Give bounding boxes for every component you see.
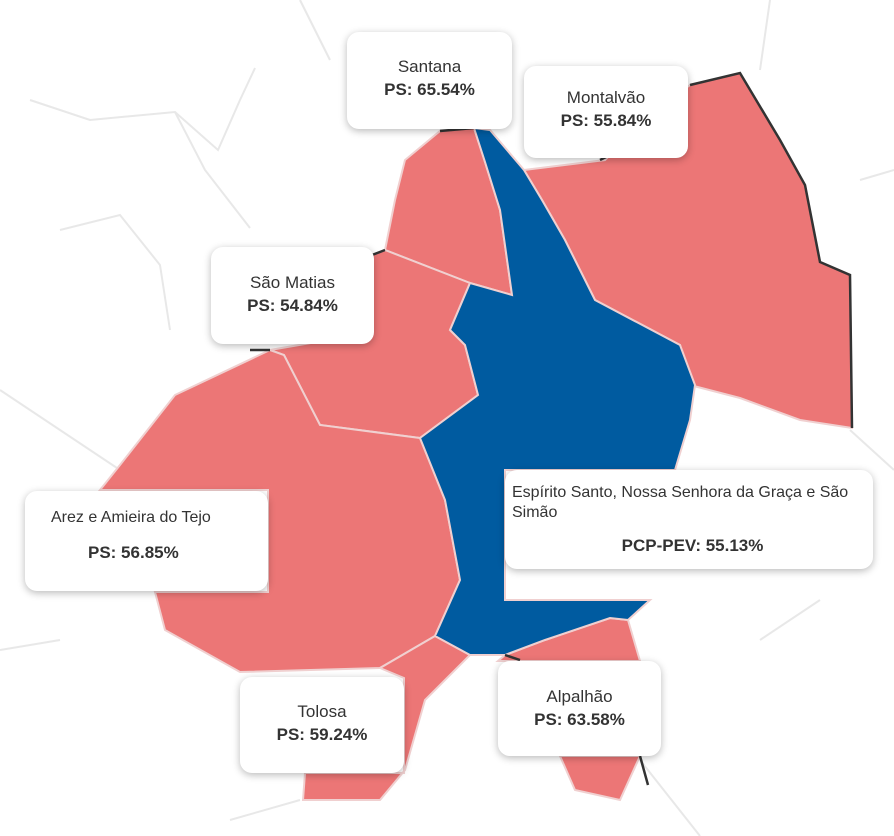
parish-name: Montalvão — [566, 88, 646, 107]
region-espirito[interactable] — [418, 126, 697, 656]
region-arez[interactable] — [97, 348, 462, 674]
parish-result: PS: 56.85% — [88, 543, 179, 562]
parish-result: PS: 55.84% — [560, 111, 652, 130]
parish-name: Alpalhão — [546, 687, 613, 706]
label-montalvao: Montalvão PS: 55.84% — [524, 66, 688, 158]
parish-name: Santana — [397, 57, 462, 76]
parish-name: Tolosa — [297, 702, 347, 721]
parish-result: PCP-PEV: 55.13% — [621, 536, 764, 555]
label-alpalhao: Alpalhão PS: 63.58% — [498, 661, 661, 756]
label-sao-matias: São Matias PS: 54.84% — [211, 247, 374, 344]
label-arez: Arez e Amieira do Tejo PS: 56.85% — [25, 491, 268, 591]
parish-result: PS: 59.24% — [276, 725, 368, 744]
parish-result: PS: 54.84% — [247, 296, 338, 315]
parish-name: Arez e Amieira do Tejo — [51, 509, 211, 526]
label-tolosa: Tolosa PS: 59.24% — [240, 677, 404, 773]
parish-name: Espírito Santo, Nossa Senhora da Graça e… — [512, 484, 849, 521]
parish-result: PS: 63.58% — [534, 710, 625, 729]
parish-result: PS: 65.54% — [384, 80, 475, 99]
label-santana: Santana PS: 65.54% — [347, 32, 512, 129]
label-espirito: Espírito Santo, Nossa Senhora da Graça e… — [505, 470, 873, 569]
parish-name: São Matias — [249, 273, 336, 292]
